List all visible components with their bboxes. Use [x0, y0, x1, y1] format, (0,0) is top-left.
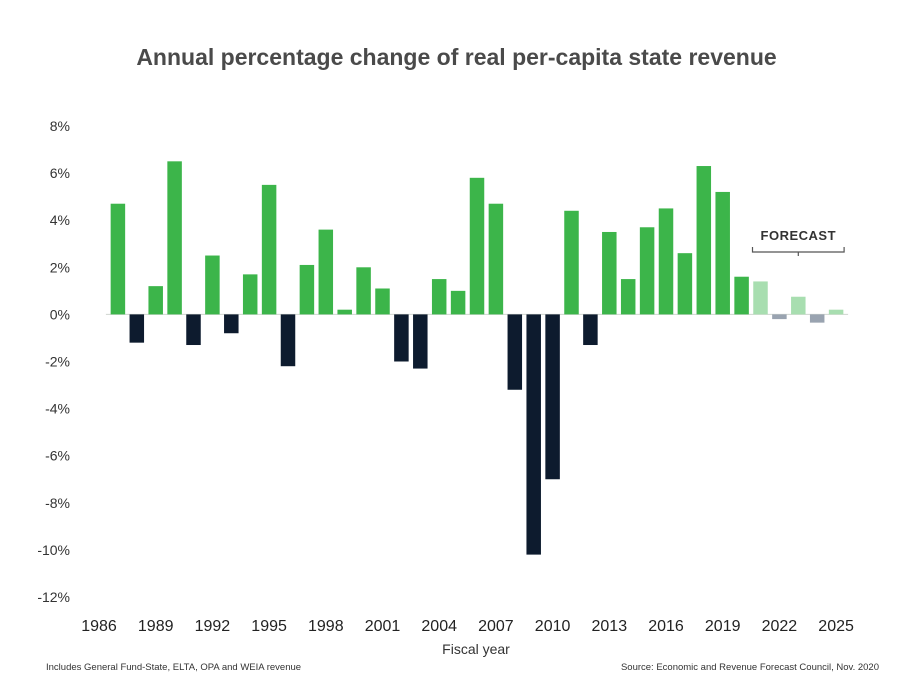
- y-tick-label: 2%: [50, 259, 70, 275]
- chart-title: Annual percentage change of real per-cap…: [136, 44, 777, 70]
- forecast-bar: [753, 281, 768, 315]
- y-tick-label: -8%: [45, 495, 70, 511]
- bar: [620, 279, 636, 315]
- bars: [110, 161, 844, 555]
- bar: [261, 184, 277, 315]
- bar: [280, 314, 296, 367]
- bar: [583, 314, 598, 346]
- bar: [488, 203, 504, 315]
- y-tick-label: 0%: [50, 306, 70, 322]
- bar: [639, 227, 655, 315]
- bar: [677, 253, 693, 315]
- x-tick-label: 2013: [592, 618, 628, 635]
- bar: [318, 229, 334, 315]
- bar: [148, 286, 163, 315]
- bar: [299, 264, 315, 315]
- forecast-bar: [791, 296, 806, 315]
- bar: [431, 279, 447, 315]
- y-tick-label: -12%: [37, 589, 70, 605]
- x-tick-label: 1995: [251, 618, 287, 635]
- x-tick-label: 2001: [365, 618, 401, 635]
- bar: [469, 177, 485, 315]
- bar: [356, 267, 371, 315]
- x-tick-label: 2010: [535, 618, 571, 635]
- forecast-bar: [772, 314, 787, 320]
- bar: [715, 191, 730, 315]
- x-tick-label: 2004: [421, 618, 457, 635]
- forecast-label: FORECAST: [761, 228, 837, 243]
- forecast-bracket-line: [751, 247, 845, 256]
- bar: [658, 208, 674, 315]
- bar: [507, 314, 523, 390]
- bar: [394, 314, 409, 362]
- bar: [242, 274, 258, 315]
- y-tick-label: -6%: [45, 448, 70, 464]
- bar: [205, 255, 220, 315]
- bar: [696, 166, 712, 315]
- x-tick-label: 2022: [762, 618, 798, 635]
- bar: [224, 314, 239, 334]
- x-tick-label: 2007: [478, 618, 514, 635]
- x-tick-label: 2025: [818, 618, 854, 635]
- bar: [564, 210, 579, 315]
- x-tick-label: 2019: [705, 618, 741, 635]
- y-axis-ticks: 8% 6% 4% 2% 0% -2% -4% -6% -8% -10% -12%: [37, 118, 70, 605]
- footnote-revenue-sources: Includes General Fund-State, ELTA, OPA a…: [46, 662, 302, 673]
- bar: [375, 288, 390, 315]
- bar: [450, 290, 466, 315]
- y-tick-label: -2%: [45, 354, 70, 370]
- x-axis-ticks: 1986 1989 1992 1995 1998 2001 2004 2007 2010 2013…: [81, 618, 854, 635]
- bar: [186, 314, 201, 346]
- x-tick-label: 1992: [195, 618, 231, 635]
- x-tick-label: 1998: [308, 618, 344, 635]
- x-tick-label: 1989: [138, 618, 174, 635]
- bar: [337, 309, 352, 315]
- bar: [602, 231, 617, 315]
- bar: [129, 314, 145, 343]
- bar: [545, 314, 560, 480]
- bar: [110, 203, 126, 315]
- y-tick-label: 4%: [50, 212, 70, 228]
- forecast-bar: [828, 309, 844, 315]
- bar: [167, 161, 182, 315]
- bar: [413, 314, 428, 369]
- y-tick-label: -10%: [37, 542, 70, 558]
- footnote-source: Source: Economic and Revenue Forecast Co…: [620, 662, 879, 673]
- y-tick-label: -4%: [45, 401, 70, 417]
- y-tick-label: 8%: [50, 118, 70, 134]
- x-tick-label: 1986: [81, 618, 117, 635]
- bar: [734, 276, 749, 315]
- x-tick-label: 2016: [648, 618, 684, 635]
- x-axis-label: Fiscal year: [442, 641, 510, 657]
- bar: [526, 314, 541, 555]
- y-tick-label: 6%: [50, 165, 70, 181]
- forecast-bracket: FORECAST: [751, 228, 845, 256]
- forecast-bar: [809, 314, 825, 323]
